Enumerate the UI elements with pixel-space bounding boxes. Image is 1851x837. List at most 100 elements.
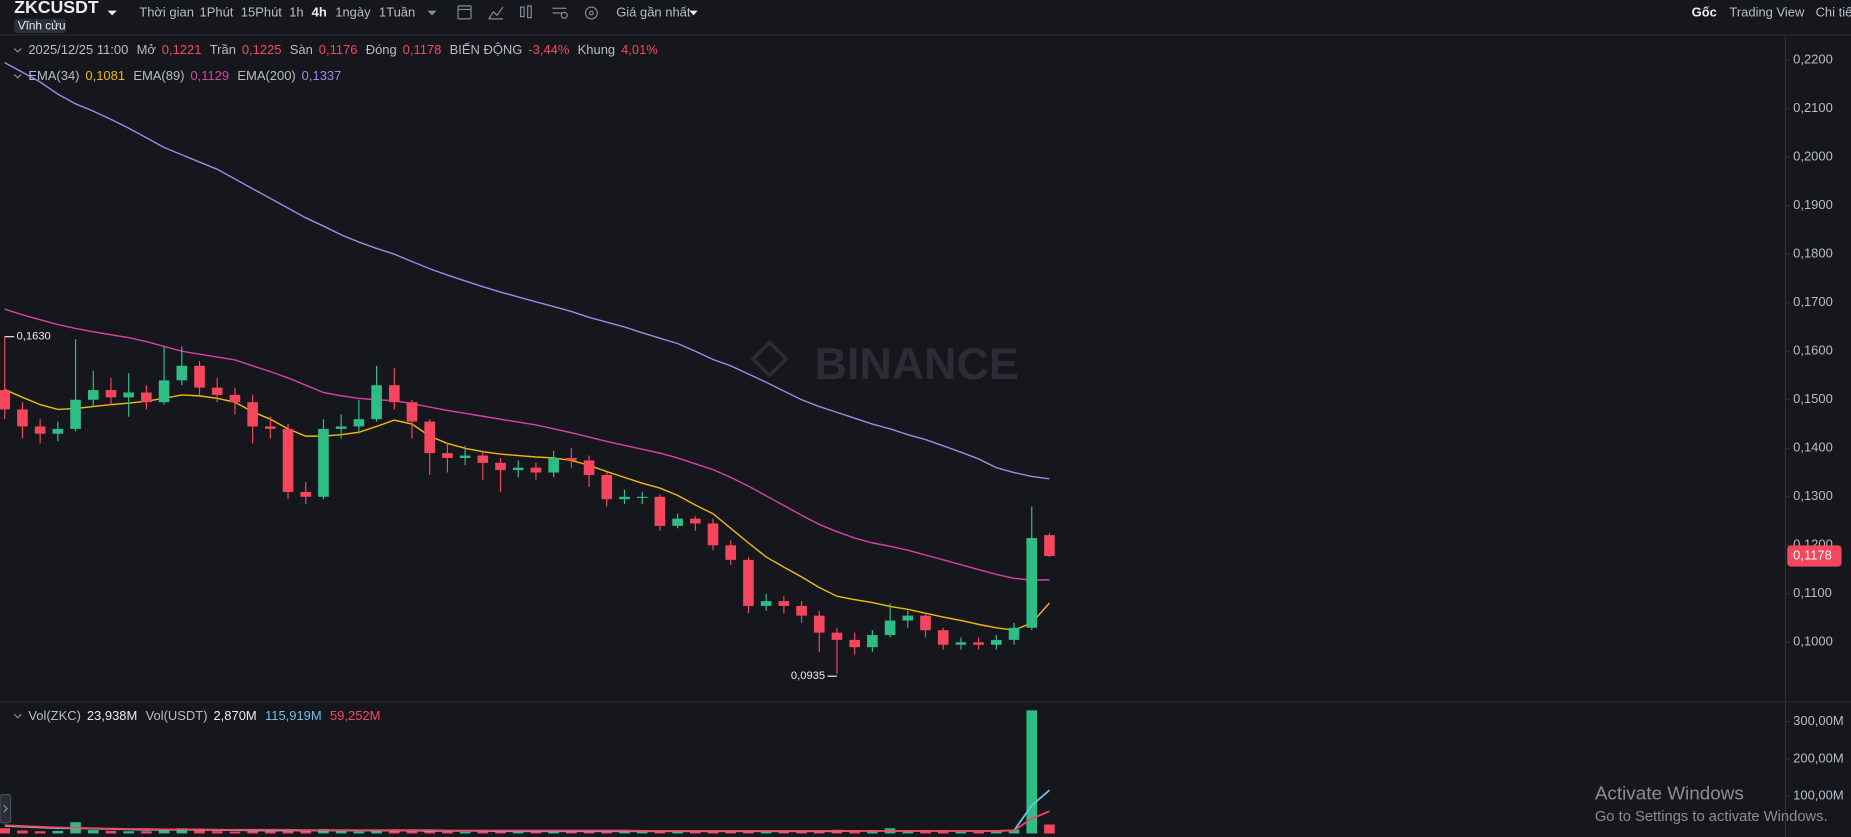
candle-body xyxy=(371,385,382,420)
vol-bar xyxy=(654,830,666,834)
price-source-dropdown[interactable] xyxy=(689,10,698,16)
interval[interactable]: 1ngày xyxy=(335,4,371,19)
interval[interactable]: 1h xyxy=(289,4,303,19)
toolbar-icons[interactable] xyxy=(457,5,598,20)
legend-label: Khung xyxy=(578,42,616,57)
more-intervals[interactable] xyxy=(427,10,437,16)
ema-value: 0,1081 xyxy=(85,68,125,83)
candle-body xyxy=(1008,627,1020,640)
candle-body xyxy=(937,630,949,645)
vol-bar xyxy=(707,831,719,834)
side-toggle[interactable] xyxy=(0,793,12,824)
vol-bar xyxy=(495,831,506,834)
symbol[interactable]: ZKCUSDT xyxy=(14,0,99,17)
candle-body xyxy=(955,642,967,645)
candle-body xyxy=(530,467,542,473)
vol-bar xyxy=(176,828,188,834)
vol-legend-value: 23,938M xyxy=(87,708,137,723)
vol-bar xyxy=(300,830,312,834)
interval[interactable]: Thời gian xyxy=(139,4,194,19)
vol-bar xyxy=(937,831,949,834)
vol-ma-value: 115,919M xyxy=(265,708,322,723)
candle-body xyxy=(760,601,772,606)
candle-body xyxy=(158,380,170,403)
candle-body xyxy=(813,615,825,633)
vol-bar xyxy=(636,831,648,834)
candle-body xyxy=(867,635,878,648)
legend-label: Đóng xyxy=(366,42,397,57)
vol-bar xyxy=(34,831,46,834)
candle-body xyxy=(583,460,595,475)
vol-bar xyxy=(194,830,205,834)
candle-body xyxy=(495,462,506,471)
watermark-logo xyxy=(750,339,789,378)
vol-bar xyxy=(689,831,701,834)
ema-line xyxy=(4,388,1050,631)
vol-bar xyxy=(619,831,630,834)
candle-body xyxy=(796,605,807,616)
vol-legend-value: 2,870M xyxy=(213,708,256,723)
legend-collapse[interactable] xyxy=(13,47,22,53)
candle-body xyxy=(70,399,81,429)
ema-collapse[interactable] xyxy=(13,73,22,79)
vol-bar xyxy=(0,828,11,834)
candle-body xyxy=(707,523,719,546)
vol-bar xyxy=(512,831,524,834)
vol-bar xyxy=(1026,710,1038,834)
candle-body xyxy=(247,402,258,427)
interval[interactable]: 4h xyxy=(312,4,327,19)
ema-name: EMA(89) xyxy=(133,68,184,83)
ema-value: 0,1129 xyxy=(190,68,229,83)
legend-value: 0,1178 xyxy=(403,42,442,57)
vol-bar xyxy=(141,831,152,834)
view-tab[interactable]: Gốc xyxy=(1692,4,1717,19)
candle-body xyxy=(442,453,453,458)
legend-value: 4,01% xyxy=(621,42,658,57)
y-tick-label: 0,1500 xyxy=(1793,391,1833,406)
symbol-dropdown[interactable] xyxy=(107,10,117,16)
vol-bar xyxy=(725,830,737,834)
y-tick-label: 0,1800 xyxy=(1793,246,1833,261)
candle-body xyxy=(87,390,99,400)
vol-bar xyxy=(973,831,984,834)
interval[interactable]: 1Phút xyxy=(200,4,234,19)
watermark: BINANCE xyxy=(815,338,1019,389)
vol-bar xyxy=(867,831,878,834)
badge-bg xyxy=(14,18,67,34)
candle-body xyxy=(831,632,843,640)
legend-value: 0,1176 xyxy=(319,42,358,57)
legend-date: 2025/12/25 11:00 xyxy=(28,42,128,57)
candle-body xyxy=(991,639,1002,645)
view-tab[interactable]: Chi tiết xyxy=(1816,4,1851,19)
vol-bar xyxy=(1044,824,1055,834)
view-tab[interactable]: Trading View xyxy=(1729,4,1805,19)
candle-body xyxy=(52,428,64,434)
y-tick-label: 0,1900 xyxy=(1793,197,1833,212)
vol-bar xyxy=(282,829,294,834)
y-tick-label: 0,1100 xyxy=(1793,585,1832,600)
vol-bar xyxy=(672,831,683,834)
vol-bar xyxy=(849,830,860,834)
vol-ma-value: 59,252M xyxy=(330,708,380,723)
interval[interactable]: 1Tuần xyxy=(379,4,415,19)
vol-bar xyxy=(87,830,99,834)
candle-body xyxy=(725,545,737,560)
candle-body xyxy=(353,419,365,427)
candle-body xyxy=(636,496,648,498)
candle-body xyxy=(1044,535,1055,556)
candle-body xyxy=(459,455,471,458)
candle-body xyxy=(672,518,683,526)
y-tick-label: 0,1300 xyxy=(1793,488,1833,503)
vol-bar xyxy=(530,831,542,834)
candle-body xyxy=(194,365,205,388)
interval[interactable]: 15Phút xyxy=(241,4,282,19)
vol-bar xyxy=(566,831,577,834)
vol-bar xyxy=(760,831,772,834)
candle-body xyxy=(477,455,489,463)
vol-bar xyxy=(211,831,223,834)
vol-collapse[interactable] xyxy=(13,713,22,719)
candle-body xyxy=(884,620,896,636)
price-source[interactable]: Giá gần nhất xyxy=(616,4,691,19)
